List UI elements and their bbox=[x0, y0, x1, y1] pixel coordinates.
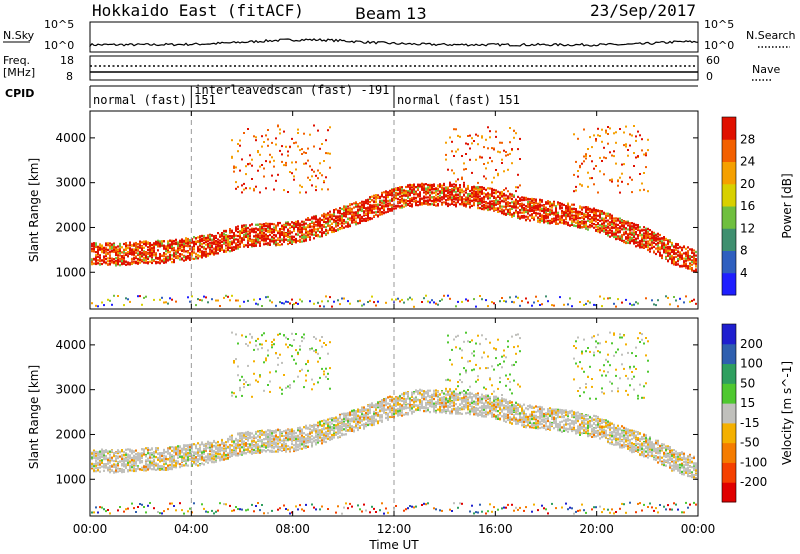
y-tick-label: 2000 bbox=[55, 427, 86, 441]
velocity-colorbar-segment bbox=[722, 343, 736, 365]
noise-left-tick-bottom: 10^0 bbox=[44, 39, 74, 52]
y-tick-label: 1000 bbox=[55, 265, 86, 279]
velocity-colorbar-segment bbox=[722, 383, 736, 404]
power-colorbar-segment bbox=[722, 161, 736, 185]
nsky-label: N.Sky bbox=[3, 29, 35, 42]
colorbar-tick-label: 20 bbox=[740, 177, 755, 191]
noise-right-tick-bottom: 10^0 bbox=[704, 39, 734, 52]
freq-left-tick-bottom: 8 bbox=[66, 70, 73, 83]
nsearch-label: N.Search bbox=[746, 29, 796, 42]
power-colorbar-segment bbox=[722, 139, 736, 162]
noise-left-tick-top: 10^5 bbox=[44, 18, 74, 31]
velocity-colorbar-segment bbox=[722, 462, 736, 483]
y-tick-label: 1000 bbox=[55, 472, 86, 486]
x-tick-label: 04:00 bbox=[174, 522, 209, 536]
power-panel: 1000 2000 3000 4000 Slant Range [km] 4 8 12 16 20… bbox=[27, 110, 794, 310]
y-tick-label: 3000 bbox=[55, 176, 86, 190]
date-label: 23/Sep/2017 bbox=[590, 1, 696, 20]
velocity-colorbar-segment bbox=[722, 482, 736, 503]
colorbar-tick-label: -50 bbox=[740, 436, 760, 450]
power-colorbar-segment bbox=[722, 228, 736, 251]
colorbar-tick-label: 15 bbox=[740, 396, 755, 410]
colorbar-tick-label: 24 bbox=[740, 155, 755, 169]
cpid-segment-label: interleavedscan (fast) -191 bbox=[194, 83, 389, 97]
power-colorbar-segment bbox=[722, 117, 736, 140]
power-colorbar-segment bbox=[722, 183, 736, 207]
y-axis-label: Slant Range [km] bbox=[27, 365, 41, 469]
y-tick-label: 3000 bbox=[55, 383, 86, 397]
colorbar-tick-label: -200 bbox=[740, 475, 767, 489]
velocity-colorbar-segment bbox=[722, 422, 736, 444]
velocity-colorbar-segment bbox=[722, 363, 736, 384]
velocity-colorbar-segment bbox=[722, 324, 736, 345]
colorbar-tick-label: 4 bbox=[740, 266, 748, 280]
freq-left-tick-top: 18 bbox=[60, 54, 74, 67]
y-tick-label: 2000 bbox=[55, 220, 86, 234]
cpid-label: CPID bbox=[5, 87, 34, 100]
x-tick-label: 12:00 bbox=[377, 522, 412, 536]
velocity-panel: 00:00 04:00 08:00 12:00 16:00 20:00 00:00 1000 2… bbox=[27, 317, 794, 552]
nave-label: Nave bbox=[752, 63, 780, 76]
x-tick-label: 00:00 bbox=[681, 522, 716, 536]
colorbar-tick-label: 8 bbox=[740, 244, 748, 258]
freq-right-tick-top: 60 bbox=[706, 54, 720, 67]
beam-label: Beam 13 bbox=[355, 4, 427, 23]
colorbar-tick-label: 100 bbox=[740, 357, 763, 371]
plot-title: Hokkaido East (fitACF) bbox=[92, 1, 304, 20]
freq-unit-label: [MHz] bbox=[3, 66, 35, 79]
velocity-colorbar-segment bbox=[722, 442, 736, 463]
x-tick-label: 20:00 bbox=[579, 522, 614, 536]
velocity-data-cells bbox=[91, 331, 697, 515]
power-colorbar-segment bbox=[722, 272, 736, 296]
colorbar-tick-label: -100 bbox=[740, 455, 767, 469]
colorbar-tick-label: 50 bbox=[740, 376, 755, 390]
noise-right-tick-top: 10^5 bbox=[704, 18, 734, 31]
noise-trace bbox=[89, 38, 699, 47]
x-axis-label: Time UT bbox=[368, 538, 419, 552]
power-colorbar-frame bbox=[721, 116, 737, 296]
colorbar-tick-label: -15 bbox=[740, 416, 760, 430]
y-tick-label: 4000 bbox=[55, 338, 86, 352]
colorbar-tick-label: 28 bbox=[740, 132, 755, 146]
cpid-segment-label: normal (fast) 151 bbox=[93, 93, 216, 107]
freq-right-tick-bottom: 0 bbox=[706, 70, 713, 83]
velocity-colorbar-frame bbox=[721, 323, 737, 503]
noise-sky-line bbox=[89, 38, 699, 47]
colorbar-label: Power [dB] bbox=[780, 173, 794, 238]
power-data-cells bbox=[91, 124, 697, 308]
x-tick-label: 00:00 bbox=[73, 522, 108, 536]
x-tick-label: 08:00 bbox=[275, 522, 310, 536]
colorbar-tick-label: 12 bbox=[740, 221, 755, 235]
colorbar-label: Velocity [m s^-1] bbox=[780, 361, 794, 465]
y-axis-label: Slant Range [km] bbox=[27, 158, 41, 262]
colorbar-tick-label: 200 bbox=[740, 337, 763, 351]
cpid-segment-label: normal (fast) 151 bbox=[397, 93, 520, 107]
power-colorbar-segment bbox=[722, 250, 736, 274]
y-tick-label: 4000 bbox=[55, 131, 86, 145]
velocity-colorbar-segment bbox=[722, 403, 736, 424]
noise-panel-frame bbox=[89, 21, 699, 53]
x-tick-label: 16:00 bbox=[478, 522, 513, 536]
freq-label: Freq. bbox=[3, 54, 30, 67]
power-colorbar-segment bbox=[722, 206, 736, 229]
colorbar-tick-label: 16 bbox=[740, 199, 755, 213]
freq-panel-frame bbox=[89, 55, 699, 81]
